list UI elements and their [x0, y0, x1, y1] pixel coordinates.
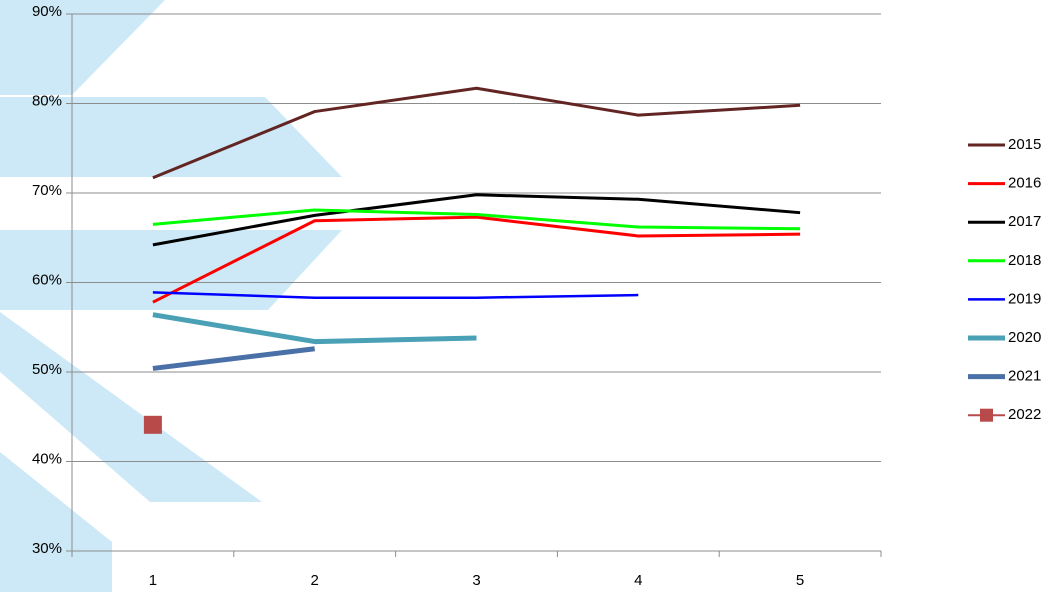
series-line [152, 346, 316, 371]
x-tick-label: 5 [796, 572, 804, 589]
y-tick-label: 40% [32, 450, 62, 467]
legend-label: 2018 [1008, 252, 1041, 269]
legend-label: 2022 [1008, 406, 1041, 423]
background-decoration [0, 0, 342, 592]
x-tick-label: 3 [472, 572, 480, 589]
y-tick-label: 60% [32, 271, 62, 288]
legend-label: 2016 [1008, 175, 1041, 192]
series-line [152, 86, 801, 180]
y-tick-label: 70% [32, 182, 62, 199]
legend-label: 2020 [1008, 329, 1041, 346]
legend-marker [980, 408, 993, 422]
decor-shape [0, 312, 262, 502]
series-line [152, 215, 801, 304]
y-tick-label: 30% [32, 540, 62, 557]
decor-shape [0, 452, 112, 592]
series-line [152, 208, 801, 231]
y-tick-label: 50% [32, 361, 62, 378]
legend-label: 2019 [1008, 290, 1041, 307]
legend-label: 2021 [1008, 368, 1041, 385]
series-line [152, 291, 639, 299]
x-tick-label: 2 [311, 572, 319, 589]
decor-shape [0, 97, 342, 177]
y-tick-label: 90% [32, 3, 62, 20]
series-line [152, 312, 477, 345]
x-tick-label: 4 [634, 572, 642, 589]
data-marker [143, 415, 162, 434]
decor-shape [0, 0, 165, 95]
x-tick-label: 1 [149, 572, 157, 589]
legend-label: 2015 [1008, 136, 1041, 153]
legend-label: 2017 [1008, 213, 1041, 230]
series-line [152, 193, 801, 247]
y-tick-label: 80% [32, 92, 62, 109]
